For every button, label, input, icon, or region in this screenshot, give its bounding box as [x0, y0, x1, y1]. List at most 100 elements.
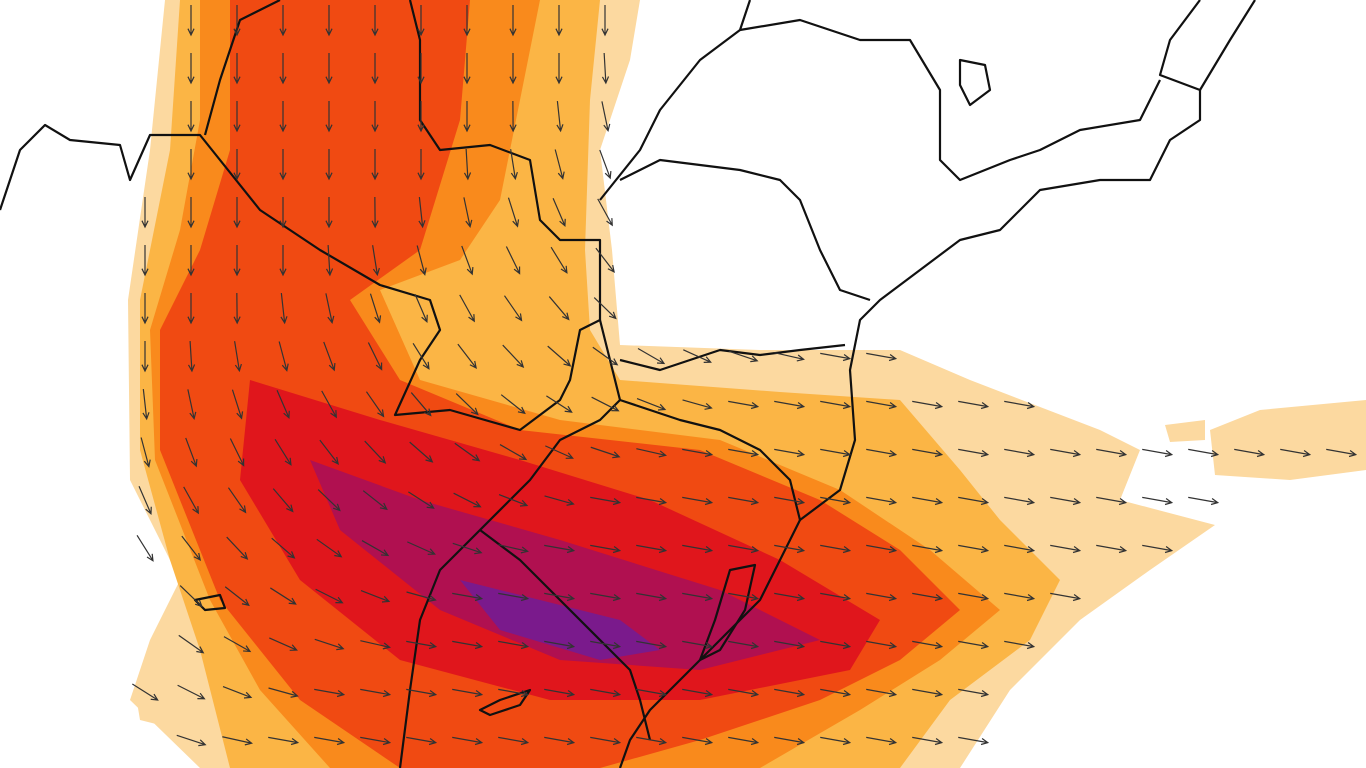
wind-arrow [452, 542, 483, 555]
wind-arrow [728, 350, 759, 363]
wind-arrow [452, 688, 484, 698]
wind-shading [128, 0, 1366, 768]
wind-arrow [187, 293, 195, 325]
wind-arrow [544, 688, 576, 698]
wind-arrow [319, 439, 339, 465]
wind-arrow [601, 52, 610, 85]
wind-arrow [463, 101, 471, 133]
wind-arrow [509, 53, 517, 85]
border [203, 0, 281, 136]
wind-arrow [545, 445, 574, 459]
wind-arrow [222, 736, 253, 746]
wind-arrow [774, 688, 806, 698]
wind-arrow [187, 245, 195, 277]
wind-arrow [407, 541, 436, 555]
wind-arrow [315, 588, 344, 604]
wind-arrow [636, 688, 668, 698]
wind-arrow [325, 149, 333, 181]
wind-arrow [912, 640, 944, 650]
wind-arrow [452, 592, 484, 602]
wind-arrow [409, 441, 434, 463]
wind-arrow [417, 149, 425, 181]
wind-arrow [774, 592, 806, 602]
wind-arrow [1096, 496, 1128, 506]
wind-arrow [636, 736, 668, 746]
wind-arrow [317, 489, 341, 512]
wind-arrow [636, 448, 667, 458]
wind-arrow [820, 400, 852, 410]
wind-arrow [179, 585, 203, 608]
wind-arrow [325, 244, 334, 277]
wind-arrow [958, 736, 990, 746]
wind-arrow [502, 344, 525, 368]
wind-arrow [279, 101, 287, 133]
wind-arrow [187, 389, 197, 421]
wind-arrow [367, 342, 383, 371]
wind-arrow [463, 53, 471, 85]
wind-arrow [234, 341, 242, 373]
wind-arrow [417, 5, 425, 37]
wind-arrow [728, 496, 760, 506]
wind-arrow [1004, 544, 1036, 554]
border [0, 0, 602, 432]
wind-arrow [270, 587, 297, 605]
wind-arrow [187, 149, 195, 181]
lake [478, 688, 532, 717]
wind-arrow [958, 640, 990, 650]
wind-arrow [1050, 448, 1082, 458]
wind-arrow [498, 640, 530, 650]
wind-arrow [912, 496, 944, 506]
wind-arrow [406, 736, 438, 746]
wind-arrow [463, 148, 472, 181]
wind-arrow [728, 544, 760, 554]
wind-arrow [279, 245, 287, 277]
wind-arrow [459, 294, 475, 323]
band-light-patch [1165, 420, 1205, 442]
wind-arrow [544, 544, 576, 554]
wind-arrow [728, 400, 760, 410]
wind-arrow [323, 341, 336, 372]
wind-arrow [279, 197, 287, 229]
wind-arrow [321, 390, 337, 419]
border [739, 18, 1161, 182]
wind-arrow [1280, 448, 1312, 458]
wind-arrow [176, 734, 207, 747]
wind-arrow [636, 544, 668, 554]
wind-arrow [866, 400, 898, 410]
wind-arrow [601, 101, 611, 133]
wind-arrow [325, 197, 333, 229]
wind-arrow [912, 592, 944, 602]
wind-arrow [406, 591, 437, 602]
wind-arrow [728, 736, 760, 746]
wind-arrow [682, 496, 714, 506]
wind-arrow [278, 341, 289, 372]
wind-arrow [187, 101, 195, 133]
wind-arrow [510, 149, 518, 181]
wind-arrow [636, 592, 668, 602]
wind-arrow [231, 389, 244, 420]
wind-arrow [590, 446, 621, 459]
wind-arrow [371, 149, 379, 181]
wind-arrow [416, 245, 427, 276]
border [619, 343, 846, 372]
island [958, 58, 992, 107]
wind-arrow [226, 536, 249, 560]
wind-arrow [958, 544, 990, 554]
wind-arrow [820, 736, 852, 746]
wind-arrow [912, 688, 944, 698]
wind-arrow [499, 444, 528, 461]
wind-arrow [590, 640, 622, 650]
wind-arrow [1004, 448, 1036, 458]
wind-arrow [1004, 592, 1036, 602]
wind-arrow [682, 736, 714, 746]
wind-arrow [141, 293, 149, 325]
wind-arrow [410, 392, 432, 417]
wind-arrow [682, 448, 714, 458]
wind-arrow [595, 247, 615, 274]
wind-arrow [272, 488, 294, 513]
wind-arrow [417, 53, 425, 85]
wind-arrow [177, 684, 206, 700]
wind-arrow [187, 197, 195, 229]
wind-arrow [590, 496, 622, 506]
wind-arrow [1050, 496, 1082, 506]
